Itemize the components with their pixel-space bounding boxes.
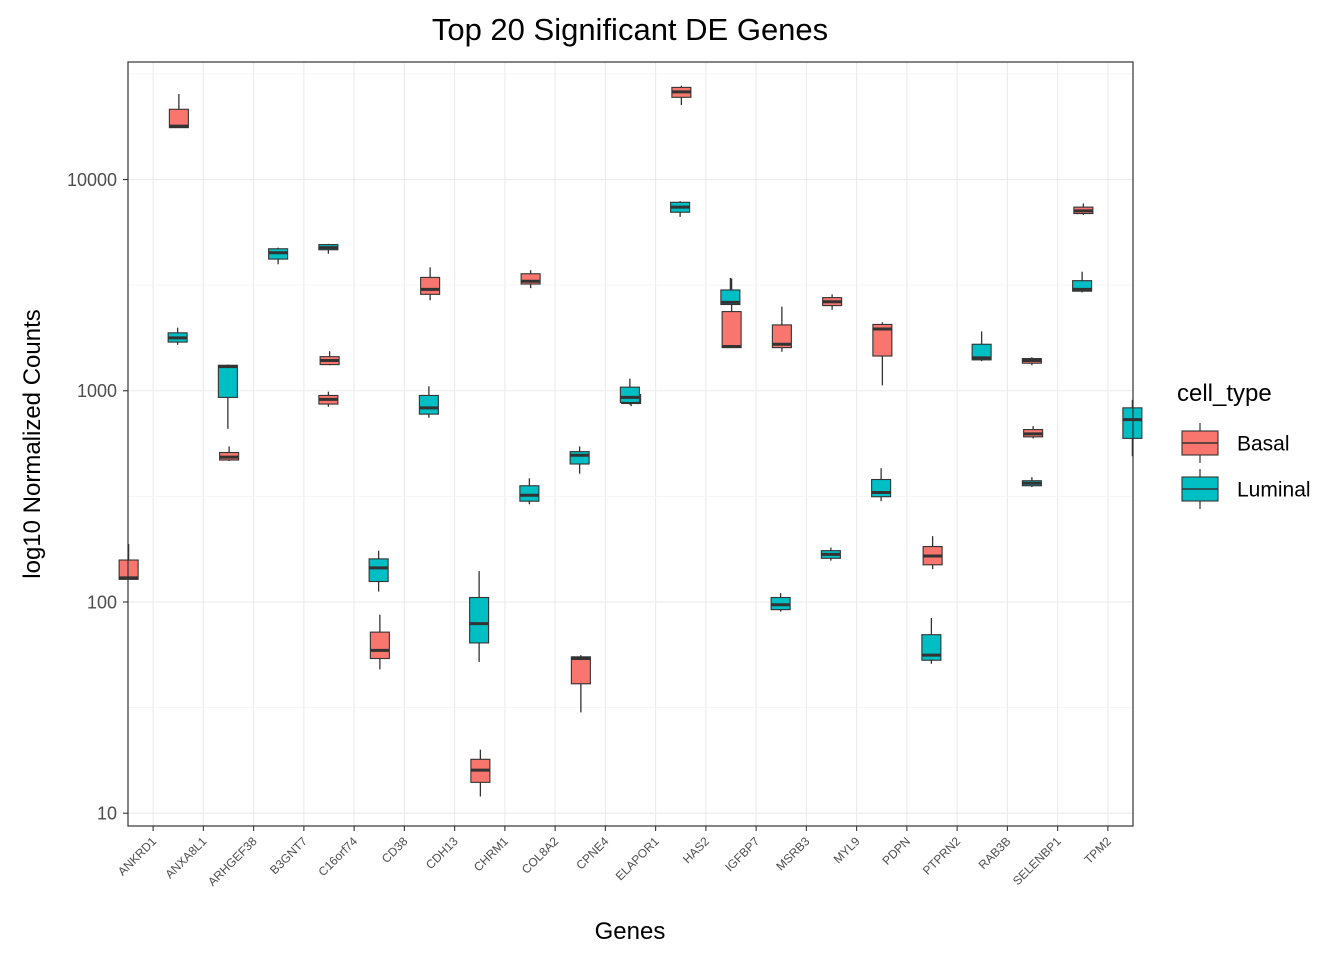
- box-TPM2: [1073, 203, 1094, 215]
- legend-item-luminal: Luminal: [1181, 469, 1311, 509]
- box-ARHGEF38: [268, 247, 289, 265]
- legend-label: Basal: [1237, 433, 1290, 456]
- box-MSRB3: [820, 547, 841, 561]
- box-iqr: [520, 273, 541, 285]
- chart-title: Top 20 Significant DE Genes: [432, 12, 828, 47]
- gridlines: [128, 62, 1133, 826]
- box-iqr: [871, 478, 892, 498]
- box-IGFBP7: [770, 593, 791, 612]
- plot-panel-border: [127, 61, 1134, 827]
- y-tick-label: 100: [87, 592, 117, 612]
- box-iqr: [1122, 407, 1143, 439]
- box-iqr: [971, 343, 992, 361]
- box-CDH13: [469, 571, 490, 662]
- box-RAB3B: [1021, 357, 1042, 366]
- box-iqr: [872, 323, 893, 357]
- box-CD38: [418, 386, 439, 418]
- box-CD38: [369, 614, 390, 670]
- box-PTPRN2: [971, 331, 992, 362]
- box-ANXA8L1: [217, 364, 238, 429]
- box-MSRB3: [771, 306, 792, 352]
- legend: cell_type Basal Luminal: [1177, 380, 1311, 509]
- box-PDPN: [872, 322, 893, 386]
- box-iqr: [469, 596, 490, 644]
- box-ARHGEF38: [219, 446, 240, 461]
- y-tick-label: 1000: [77, 381, 117, 401]
- box-iqr: [771, 324, 792, 349]
- box-CHRM1: [519, 478, 540, 505]
- box-iqr: [369, 631, 390, 660]
- box-ANKRD1: [118, 544, 139, 580]
- legend-item-basal: Basal: [1181, 423, 1290, 463]
- box-CPNE4: [619, 378, 640, 405]
- box-iqr: [570, 656, 591, 685]
- x-axis-title: Genes: [595, 918, 666, 945]
- box-iqr: [418, 394, 439, 415]
- box-CDH13: [420, 267, 441, 301]
- box-ELAPOR1: [670, 201, 691, 217]
- box-HAS2: [720, 277, 741, 306]
- box-series: [118, 85, 1143, 797]
- y-axis-title: log10 Normalized Counts: [19, 309, 46, 578]
- box-iqr: [217, 364, 238, 398]
- box-MYL9: [822, 294, 843, 310]
- box-COL8A2: [569, 446, 590, 474]
- box-iqr: [721, 311, 742, 349]
- box-SELENBP1: [1023, 426, 1044, 439]
- box-MYL9: [871, 468, 892, 502]
- legend-title: cell_type: [1177, 380, 1272, 407]
- box-ANXA8L1: [168, 93, 189, 129]
- box-PTPRN2: [922, 536, 943, 570]
- box-ANKRD1: [167, 327, 188, 345]
- box-TPM2: [1122, 399, 1143, 457]
- box-CPNE4: [570, 655, 591, 713]
- box-iqr: [168, 108, 189, 129]
- box-IGFBP7: [721, 278, 742, 349]
- box-iqr: [1072, 280, 1093, 292]
- box-iqr: [368, 558, 389, 583]
- box-PDPN: [921, 617, 942, 664]
- box-iqr: [420, 276, 441, 295]
- box-iqr: [569, 451, 590, 465]
- box-SELENBP1: [1072, 271, 1093, 293]
- box-COL8A2: [520, 270, 541, 289]
- box-HAS2: [671, 85, 692, 106]
- y-tick-label: 10000: [67, 170, 117, 190]
- legend-label: Luminal: [1237, 479, 1311, 502]
- box-C16orf74: [368, 550, 389, 592]
- box-CHRM1: [470, 749, 491, 797]
- box-RAB3B: [1021, 477, 1042, 488]
- y-axis: 10 100 1000 10000: [67, 170, 128, 824]
- box-iqr: [519, 485, 540, 502]
- box-B3GNT7: [318, 391, 339, 407]
- box-iqr: [619, 386, 640, 404]
- box-B3GNT7: [318, 243, 339, 254]
- y-tick-label: 10: [97, 804, 117, 824]
- box-C16orf74: [319, 351, 340, 366]
- box-iqr: [720, 289, 741, 306]
